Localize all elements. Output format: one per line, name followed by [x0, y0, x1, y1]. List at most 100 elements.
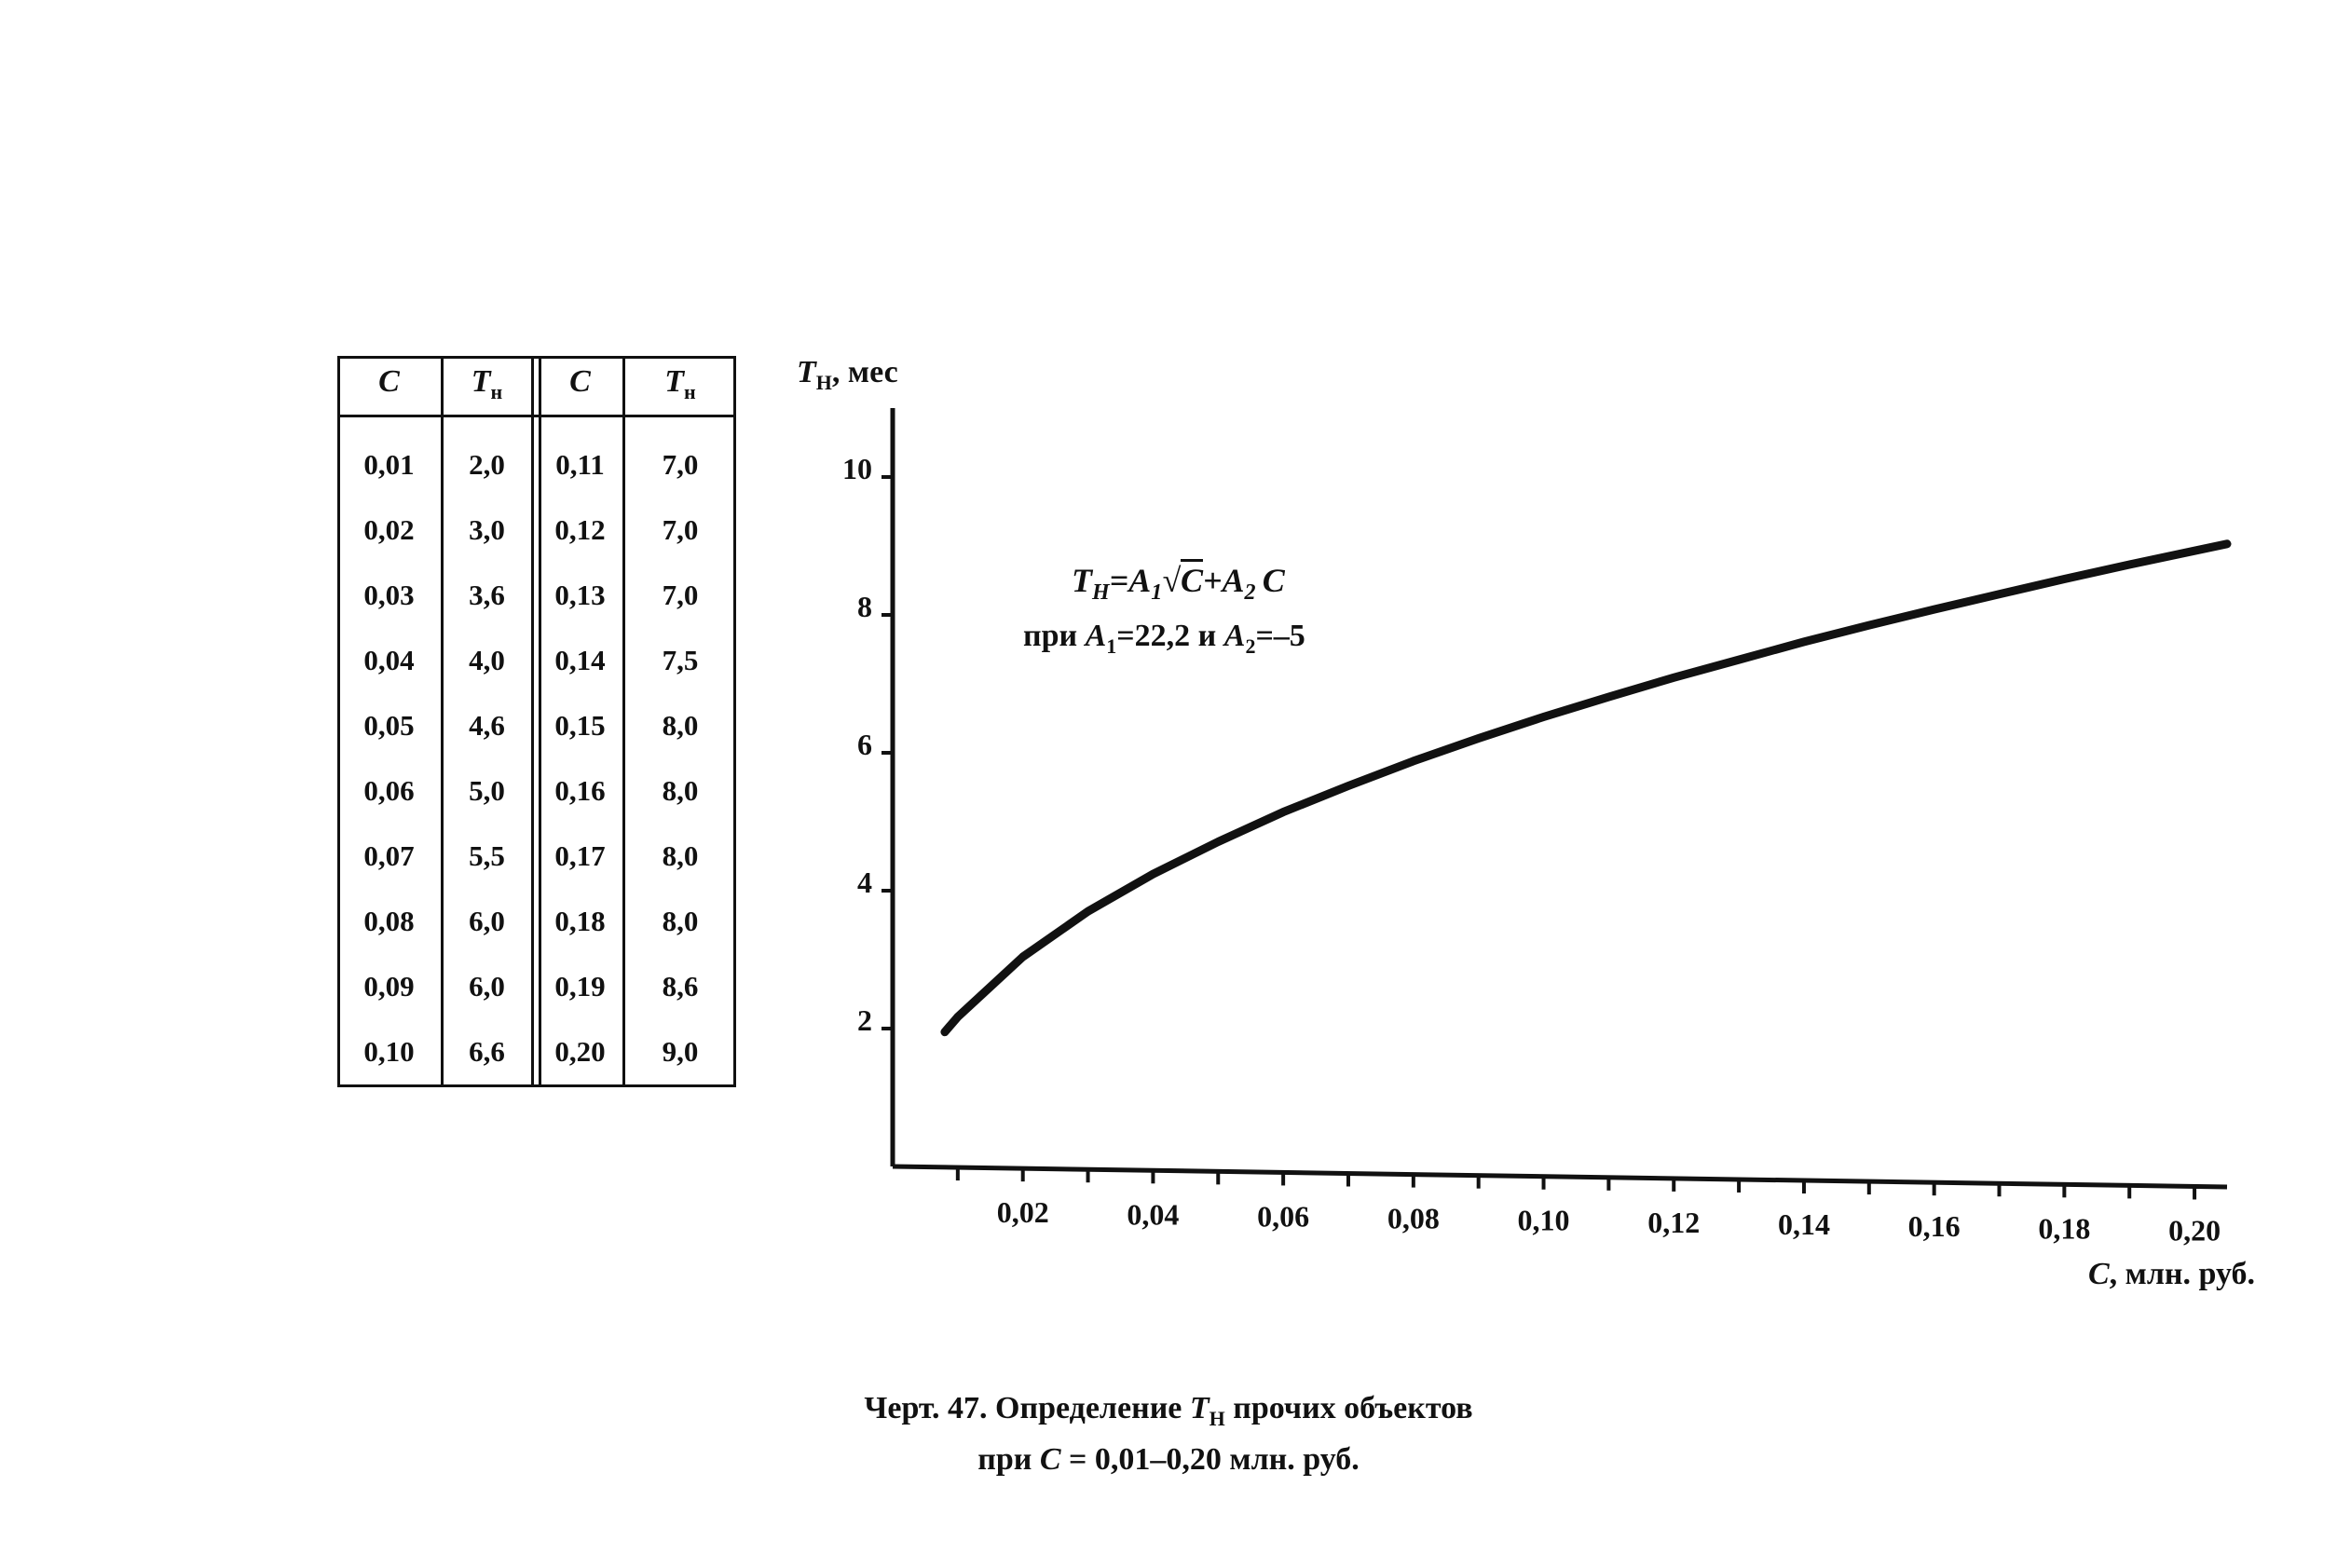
table-header-label: T — [664, 364, 685, 399]
x-tick-label: 0,20 — [2168, 1213, 2221, 1247]
table-header-rule — [340, 415, 733, 417]
table-header-cell: Tн — [443, 364, 531, 404]
x-tick-label: 0,18 — [2038, 1211, 2090, 1245]
formula-var: C — [1262, 562, 1285, 599]
table-cell: 7,0 — [662, 579, 699, 611]
formula-cond-a1-value: =22,2 — [1116, 619, 1191, 653]
formula-a2: A — [1222, 562, 1245, 599]
table-cell: 7,0 — [662, 448, 699, 481]
y-tick-label: 6 — [857, 728, 872, 761]
table-column-rule — [622, 359, 625, 1084]
figure-caption: Черт. 47. Определение TН прочих объектов… — [0, 1388, 2337, 1480]
table-cell: 7,5 — [662, 644, 699, 676]
table-header-subscript: н — [490, 379, 503, 403]
table-cell: 0,10 — [363, 1035, 415, 1068]
table-cell: 0,05 — [363, 709, 415, 742]
formula-cond-prefix: при — [1023, 619, 1078, 653]
table-cell: 8,0 — [662, 905, 699, 937]
table-cell: 4,0 — [469, 644, 505, 676]
table-cell: 0,16 — [554, 774, 606, 807]
x-tick-label: 0,16 — [1908, 1209, 1961, 1243]
y-tick-label: 2 — [857, 1003, 872, 1037]
caption-line-1: Черт. 47. Определение TН прочих объектов — [0, 1388, 2337, 1439]
table-header-label: C — [378, 364, 400, 399]
x-tick-label: 0,10 — [1518, 1204, 1570, 1237]
table-cell: 0,06 — [363, 774, 415, 807]
table-cell: 8,6 — [662, 970, 699, 1002]
table-cell: 8,0 — [662, 709, 699, 742]
table-cell: 0,20 — [554, 1035, 606, 1068]
caption-line-2: при C = 0,01–0,20 млн. руб. — [0, 1439, 2337, 1480]
table-header-label: C — [569, 364, 591, 399]
table-column-rule — [539, 359, 541, 1084]
table-cell: 6,0 — [469, 905, 505, 937]
caption-line2-var: C — [1039, 1441, 1061, 1477]
formula-a1-sub: 1 — [1151, 580, 1163, 606]
table-cell: 0,17 — [554, 839, 606, 872]
formula-cond-a1: A — [1085, 619, 1107, 653]
table-cell: 0,08 — [363, 905, 415, 937]
x-tick-label: 0,08 — [1387, 1202, 1440, 1235]
x-axis-title-unit: , млн. руб. — [2110, 1257, 2255, 1291]
y-tick-label: 10 — [842, 452, 872, 485]
x-axis-line — [892, 1164, 2228, 1190]
caption-line2-suffix: = 0,01–0,20 млн. руб. — [1069, 1441, 1360, 1477]
table-cell: 4,6 — [469, 709, 505, 742]
table-header-subscript: н — [684, 379, 696, 403]
table-cell: 3,6 — [469, 579, 505, 611]
table-cell: 0,07 — [363, 839, 415, 872]
y-axis-title-var: T — [797, 355, 817, 389]
table-cell: 8,0 — [662, 839, 699, 872]
table-cell: 0,12 — [554, 513, 606, 546]
formula-cond-a1-sub: 1 — [1106, 634, 1117, 658]
y-tick-label: 4 — [857, 866, 872, 899]
table-cell: 0,14 — [554, 644, 606, 676]
table-cell: 0,18 — [554, 905, 606, 937]
y-tick-label: 8 — [857, 590, 872, 623]
table-cell: 0,02 — [363, 513, 415, 546]
table-cell: 6,0 — [469, 970, 505, 1002]
x-tick-label: 0,02 — [997, 1195, 1049, 1229]
x-axis-title-var: C — [2088, 1257, 2110, 1291]
table-cell: 2,0 — [469, 448, 505, 481]
caption-suffix: прочих объектов — [1233, 1391, 1473, 1425]
table-column-rule — [531, 359, 534, 1084]
formula: TН=A1√C+A2 C — [1072, 562, 1285, 606]
formula-lhs-sub: Н — [1092, 580, 1110, 606]
table-cell: 5,0 — [469, 774, 505, 807]
x-tick-label: 0,14 — [1778, 1207, 1830, 1241]
table-cell: 0,04 — [363, 644, 415, 676]
caption-var-sub: Н — [1209, 1406, 1225, 1430]
table-cell: 6,6 — [469, 1035, 505, 1068]
formula-cond-and: и — [1197, 619, 1217, 653]
y-axis-title-unit: , мес — [832, 355, 898, 389]
table-cell: 0,15 — [554, 709, 606, 742]
table-header-cell: C — [340, 364, 438, 400]
formula-lhs: T — [1072, 562, 1092, 599]
formula-a1: A — [1128, 562, 1152, 599]
y-axis-title-subscript: Н — [816, 371, 832, 394]
table-cell: 3,0 — [469, 513, 505, 546]
x-tick-label: 0,06 — [1257, 1199, 1309, 1233]
caption-var: T — [1189, 1391, 1210, 1425]
data-table: C Tн C Tн 0,01 2,0 0,11 7,0 0,02 3,0 0,12 7,0 0,03 3,… — [337, 356, 736, 1087]
table-header-cell: Tн — [629, 364, 731, 404]
table-cell: 0,09 — [363, 970, 415, 1002]
table-cell: 0,11 — [555, 448, 605, 481]
table-cell: 9,0 — [662, 1035, 699, 1068]
formula-cond-a2: A — [1223, 619, 1246, 653]
caption-line2-prefix: при — [977, 1441, 1032, 1477]
x-tick-label: 0,04 — [1127, 1197, 1179, 1231]
table-cell: 0,19 — [554, 970, 606, 1002]
table-cell: 5,5 — [469, 839, 505, 872]
formula-cond-a2-sub: 2 — [1245, 634, 1256, 658]
x-axis-title: C, млн. руб. — [2088, 1257, 2255, 1291]
formula-sqrt-arg: C — [1180, 562, 1203, 599]
table-cell: 8,0 — [662, 774, 699, 807]
formula-condition: при A1=22,2 и A2=–5 — [1023, 619, 1305, 659]
table-cell: 0,13 — [554, 579, 606, 611]
formula-a2-sub: 2 — [1244, 580, 1256, 606]
table-header-label: T — [471, 364, 491, 399]
table-cell: 0,01 — [363, 448, 415, 481]
